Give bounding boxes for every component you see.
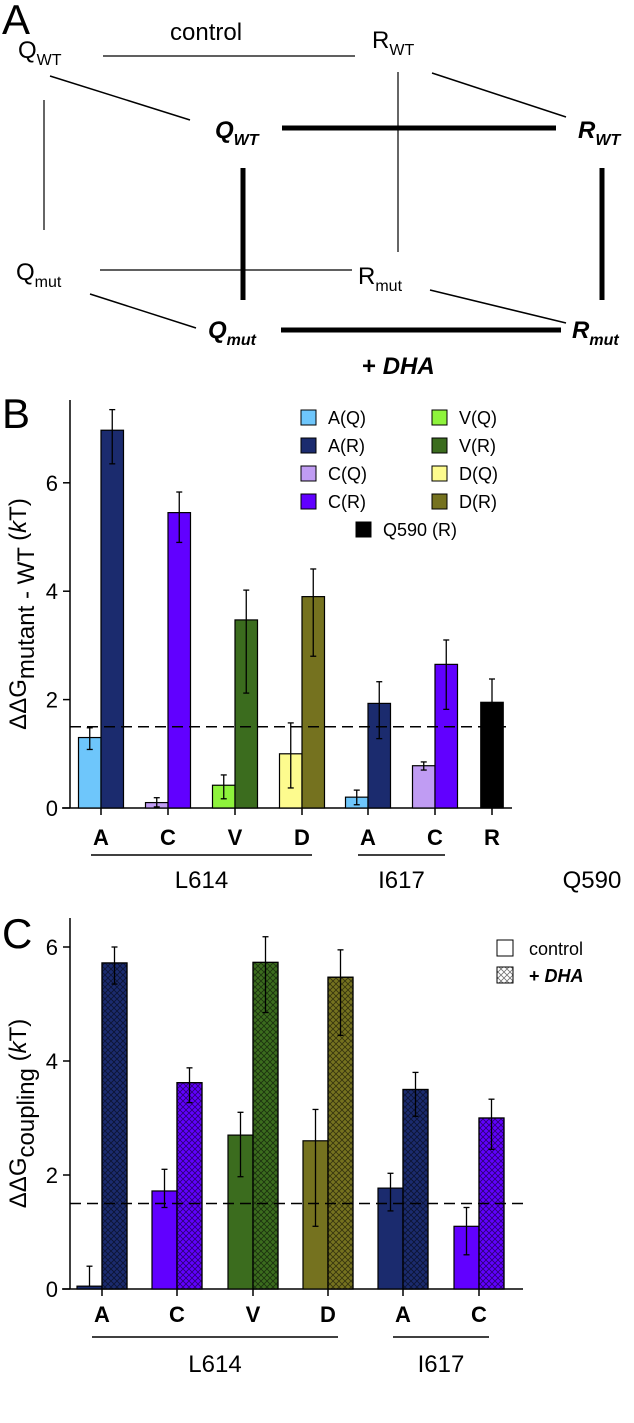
group-label: Q590 bbox=[563, 867, 622, 894]
x-tick-label: A bbox=[360, 825, 376, 850]
legend-label: C(R) bbox=[328, 492, 366, 512]
legend-label: A(Q) bbox=[328, 408, 366, 428]
legend-swatch bbox=[431, 409, 448, 426]
group-label: I617 bbox=[378, 867, 425, 894]
node-q-mut: Qmut bbox=[16, 259, 62, 291]
legend-label: D(R) bbox=[459, 492, 497, 512]
panel-label: B bbox=[2, 390, 30, 437]
ylabel-main: ΔΔG bbox=[5, 1158, 32, 1209]
bar-hatch bbox=[101, 962, 128, 1290]
y-axis-label: ΔΔGcoupling (kT) bbox=[5, 1019, 40, 1208]
legend-plus: + bbox=[529, 966, 545, 986]
panel-label: C bbox=[2, 910, 32, 957]
ylabel-open: ( bbox=[5, 1053, 32, 1068]
control-label: control bbox=[170, 19, 242, 46]
node-q-wt-dha: QWT bbox=[215, 117, 260, 149]
ylabel-k: k bbox=[5, 519, 32, 533]
panel-a-diagram: A control QWT RWT QWT RWT Qmut Rmut Qmut… bbox=[2, 0, 621, 380]
x-tick-label: V bbox=[228, 825, 243, 850]
x-tick-label: C bbox=[471, 1302, 487, 1327]
legend-label: A(R) bbox=[328, 436, 365, 456]
y-tick-label: 2 bbox=[46, 1163, 58, 1188]
legend-label: + DHA bbox=[529, 966, 584, 986]
ylabel-sub: coupling bbox=[13, 1068, 40, 1157]
bar-hatch bbox=[402, 1088, 429, 1290]
x-tick-label: C bbox=[169, 1302, 185, 1327]
x-tick-label: D bbox=[320, 1302, 336, 1327]
y-tick-label: 2 bbox=[46, 688, 58, 713]
node-q-wt: QWT bbox=[18, 37, 62, 69]
y-axis-label: ΔΔGmutant - WT (kT) bbox=[5, 498, 40, 730]
node-r-wt-dha: RWT bbox=[578, 117, 621, 149]
bar bbox=[411, 765, 436, 809]
legend-text: DHA bbox=[545, 966, 584, 986]
y-tick-label: 6 bbox=[46, 471, 58, 496]
bar bbox=[100, 429, 125, 809]
legend-label: V(Q) bbox=[459, 408, 497, 428]
legend-swatch bbox=[300, 437, 317, 454]
ylabel-close: T) bbox=[5, 498, 32, 521]
legend-label: Q590 (R) bbox=[383, 520, 457, 540]
y-tick-label: 4 bbox=[46, 1049, 58, 1074]
y-tick-label: 4 bbox=[46, 579, 58, 604]
x-tick-label: V bbox=[246, 1302, 261, 1327]
x-tick-label: C bbox=[427, 825, 443, 850]
ylabel-main: ΔΔG bbox=[5, 679, 32, 730]
legend-swatch bbox=[496, 939, 514, 957]
bar bbox=[167, 512, 192, 809]
legend-label: D(Q) bbox=[459, 464, 498, 484]
x-tick-label: A bbox=[395, 1302, 411, 1327]
group-label: I617 bbox=[418, 1351, 465, 1378]
cycle-lines bbox=[43, 55, 605, 333]
x-tick-label: C bbox=[160, 825, 176, 850]
legend-label: V(R) bbox=[459, 436, 496, 456]
legend-swatch bbox=[431, 437, 448, 454]
y-tick-label: 6 bbox=[46, 935, 58, 960]
ylabel-sub: mutant - WT bbox=[13, 547, 40, 679]
ylabel-k: k bbox=[5, 1039, 32, 1053]
node-r-mut-dha: Rmut bbox=[572, 317, 619, 349]
bar bbox=[76, 1285, 103, 1290]
ylabel-close: T) bbox=[5, 1019, 32, 1042]
legend-swatch bbox=[431, 493, 448, 510]
bar bbox=[480, 701, 504, 809]
group-label: L614 bbox=[175, 867, 228, 894]
y-tick-label: 0 bbox=[46, 796, 58, 821]
x-tick-label: A bbox=[93, 825, 109, 850]
legend-swatch bbox=[300, 465, 317, 482]
dha-label: + DHA bbox=[362, 353, 435, 380]
legend-swatch-hatch bbox=[496, 966, 514, 984]
x-tick-label: A bbox=[94, 1302, 110, 1327]
legend-swatch bbox=[300, 493, 317, 510]
bar-hatch bbox=[176, 1082, 203, 1290]
legend-swatch bbox=[300, 409, 317, 426]
ylabel-open: ( bbox=[5, 533, 32, 548]
y-tick-label: 0 bbox=[46, 1277, 58, 1302]
panel-label-a: A bbox=[2, 0, 30, 43]
legend-swatch bbox=[355, 521, 372, 538]
x-tick-label: D bbox=[294, 825, 310, 850]
legend-swatch bbox=[431, 465, 448, 482]
x-tick-label: R bbox=[484, 825, 500, 850]
legend-label: C(Q) bbox=[328, 464, 367, 484]
node-r-wt: RWT bbox=[372, 27, 414, 59]
legend-label: control bbox=[529, 939, 583, 959]
node-q-mut-dha: Qmut bbox=[208, 317, 257, 349]
group-label: L614 bbox=[188, 1351, 241, 1378]
node-r-mut: Rmut bbox=[358, 263, 403, 295]
